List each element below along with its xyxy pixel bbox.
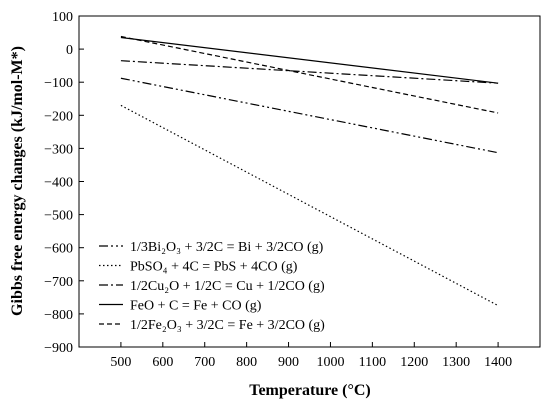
y-axis-title: Gibbs free energy changes (kJ/mol-M*) xyxy=(9,46,26,316)
legend: 1/3Bi₂O₃ + 3/2C = Bi + 3/2CO (g) PbSO₄ + … xyxy=(99,240,325,333)
legend-label-4: FeO + C = Fe + CO (g) xyxy=(130,299,262,314)
series-line-1 xyxy=(120,77,499,154)
x-tick-label: 900 xyxy=(278,355,299,370)
series-line-3 xyxy=(120,60,499,84)
series-line-4 xyxy=(120,36,499,84)
x-tick-label: 1000 xyxy=(316,355,344,370)
legend-label-1: 1/3Bi₂O₃ + 3/2C = Bi + 3/2CO (g) xyxy=(130,240,324,255)
y-tick-label: 0 xyxy=(66,43,73,58)
legend-label-2: PbSO₄ + 4C = PbS + 4CO (g) xyxy=(130,260,298,275)
y-tick-label: −100 xyxy=(44,76,73,91)
y-tick-label: −600 xyxy=(44,242,73,257)
x-tick-label: 700 xyxy=(194,355,215,370)
series-line-5 xyxy=(120,35,499,114)
y-tick-label: −900 xyxy=(44,341,73,356)
legend-label-5: 1/2Fe₂O₃ + 3/2C = Fe + 3/2CO (g) xyxy=(130,318,325,333)
x-tick-label: 1200 xyxy=(400,355,428,370)
x-tick-label: 1100 xyxy=(359,355,386,370)
x-axis-title: Temperature (°C) xyxy=(249,382,370,399)
y-axis-ticks: 100 0 −100 −200 −300 −400 −500 −600 −700 −800 −900 xyxy=(44,10,84,356)
x-tick-label: 1300 xyxy=(442,355,470,370)
x-tick-label: 1400 xyxy=(484,355,512,370)
y-tick-label: −700 xyxy=(44,275,73,290)
x-tick-label: 600 xyxy=(152,355,173,370)
series-line-2 xyxy=(120,104,499,307)
x-tick-label: 800 xyxy=(236,355,257,370)
y-tick-label: 100 xyxy=(52,10,73,25)
x-axis-ticks: 500 600 700 800 900 1000 1100 1200 1300 1400 xyxy=(110,342,512,370)
series-lines xyxy=(120,35,499,307)
plot-frame xyxy=(78,15,541,348)
y-tick-label: −200 xyxy=(44,109,73,124)
y-tick-label: −800 xyxy=(44,308,73,323)
y-tick-label: −400 xyxy=(44,176,73,191)
legend-label-3: 1/2Cu₂O + 1/2C = Cu + 1/2CO (g) xyxy=(130,279,325,294)
y-tick-label: −300 xyxy=(44,142,73,157)
x-tick-label: 500 xyxy=(110,355,131,370)
y-tick-label: −500 xyxy=(44,209,73,224)
